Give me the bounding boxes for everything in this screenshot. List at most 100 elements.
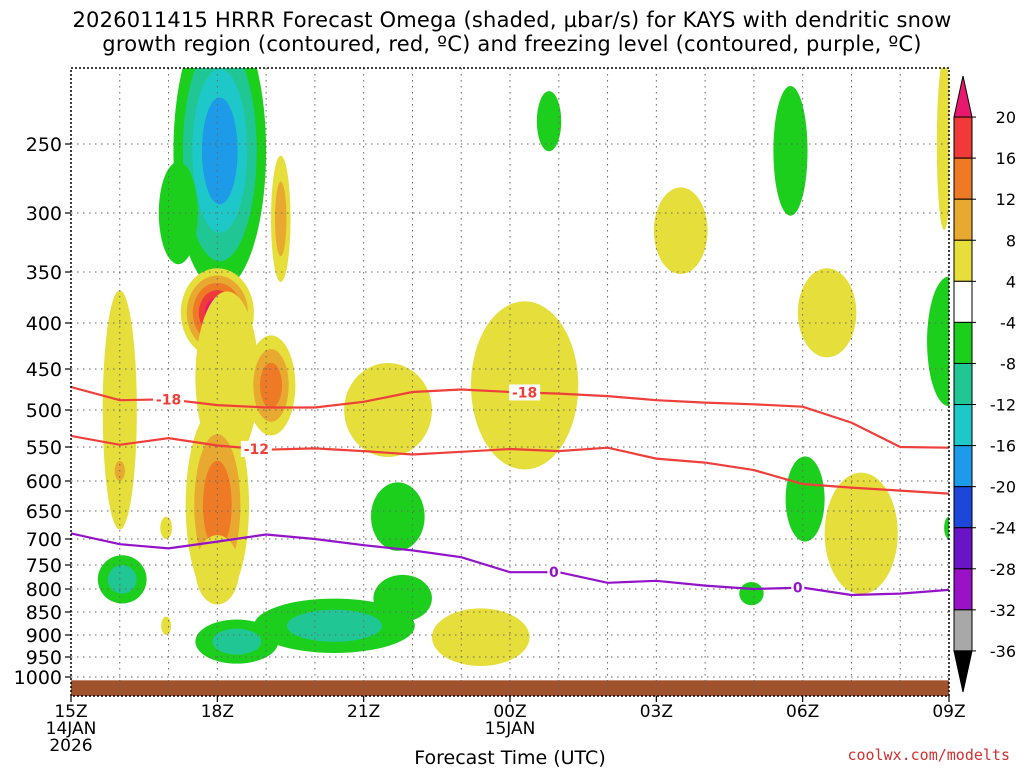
y-tick-label-950: 950	[26, 647, 62, 669]
contour-label-bg-2-0	[547, 564, 561, 581]
contour-label-2-1: 0	[793, 581, 803, 597]
y-tick-label-800: 800	[26, 579, 62, 601]
colorbar-segment-8	[953, 404, 973, 447]
omega-cell-19-level--12	[107, 565, 137, 594]
colorbar-label-9: -20	[990, 478, 1016, 497]
omega-cell-24-level--8	[536, 91, 562, 152]
colorbar-segment-12	[953, 568, 973, 611]
colorbar-label-1: 16	[996, 149, 1016, 168]
omega-cell-23-level--8	[370, 482, 425, 551]
x-tick-label-4-0: 03Z	[640, 702, 673, 722]
colorbar-segment-13	[953, 609, 973, 652]
x-tick-label-0-0: 15Z	[54, 702, 87, 722]
x-tick-label-6-0: 09Z	[932, 702, 965, 722]
omega-cell-14-level-4	[431, 608, 530, 666]
omega-cell-17-level-4	[824, 472, 898, 595]
omega-cell-11-level-4	[161, 616, 171, 635]
omega-cell-5-level-12	[259, 362, 283, 409]
omega-cell-27-level--8	[739, 581, 764, 606]
colorbar-label-8: -16	[990, 437, 1016, 456]
omega-cell-16-level-4	[797, 268, 857, 358]
y-tick-label-500: 500	[26, 400, 62, 422]
colorbar-segment-9	[953, 445, 973, 488]
ground-surface	[71, 680, 949, 696]
y-tick-label-300: 300	[26, 203, 62, 225]
ground-layer	[71, 680, 949, 696]
colorbar-segment-6	[953, 321, 973, 364]
colorbar-label-12: -32	[990, 601, 1016, 620]
colorbar-segment-1	[953, 116, 973, 159]
contour-label-bg-2-1	[791, 579, 805, 596]
y-tick-label-600: 600	[26, 471, 62, 493]
y-tick-label-850: 850	[26, 602, 62, 624]
omega-cell-25-level--8	[773, 85, 808, 216]
contour-label-0-0: -18	[156, 392, 181, 408]
contour-layer: -18 -18 -12 0 0	[71, 384, 949, 597]
y-tick-label-650: 650	[26, 501, 62, 523]
omega-cell-0-level--20	[201, 97, 238, 205]
y-tick-label-250: 250	[26, 134, 62, 156]
x-tick-label-1-0: 18Z	[201, 702, 234, 722]
colorbar-segment-10	[953, 486, 973, 529]
omega-cell-6-level-12	[202, 460, 232, 550]
colorbar-label-0: 20	[996, 108, 1016, 127]
colorbar-segment-5	[953, 280, 973, 323]
x-tick-label-0-1: 14JAN	[46, 719, 97, 739]
contour-label-bg-1-0	[240, 440, 272, 457]
x-tick-label-5-0: 06Z	[786, 702, 819, 722]
y-tick-label-900: 900	[26, 625, 62, 647]
chart-title-line-2: growth region (contoured, red, ºC) and f…	[102, 32, 922, 56]
y-tick-label-350: 350	[26, 262, 62, 284]
colorbar-label-10: -24	[990, 519, 1016, 538]
omega-cell-10-level-4	[160, 516, 172, 539]
axes-layer: 2503003504004505005506006507007508008509…	[14, 67, 966, 756]
x-tick-label-3-0: 00Z	[493, 702, 526, 722]
omega-cell-7-level-4	[195, 535, 240, 605]
colorbar-segment-2	[953, 157, 973, 200]
omega-cell-21-level--12	[286, 609, 382, 642]
x-axis-label: Forecast Time (UTC)	[414, 747, 605, 768]
contour-label-bg-0-1	[509, 384, 541, 401]
colorbar-label-7: -12	[990, 396, 1016, 415]
y-tick-label-450: 450	[26, 359, 62, 381]
colorbar-segment-3	[953, 198, 973, 241]
chart-title-line-1: 2026011415 HRRR Forecast Omega (shaded, …	[72, 8, 952, 32]
omega-cell-12-level-4	[344, 363, 432, 457]
omega-cell-29-level--8	[944, 516, 949, 539]
y-tick-label-1000: 1000	[14, 667, 62, 689]
colorbar-label-5: -4	[1000, 313, 1016, 332]
contour-label-bg-0-0	[153, 391, 185, 408]
y-tick-label-400: 400	[26, 313, 62, 335]
x-tick-label-2-0: 21Z	[347, 702, 380, 722]
omega-cell-26-level--8	[785, 456, 825, 542]
colorbar: 20 16 12 8 4 -4 -8 -12 -16 -20 -24 -28 -32 -36	[953, 75, 1016, 693]
y-tick-label-750: 750	[26, 555, 62, 577]
contour-label-2-0: 0	[549, 565, 559, 581]
colorbar-label-6: -8	[1000, 354, 1016, 373]
omega-cell-20-level--12	[212, 628, 262, 655]
colorbar-segment-7	[953, 362, 973, 406]
omega-cell-1-level--8	[158, 161, 198, 265]
contour-label-0-1: -18	[512, 385, 537, 401]
contour-line-1	[71, 434, 949, 495]
colorbar-label-3: 8	[1006, 231, 1016, 250]
omega-cell-28-level--8	[927, 276, 949, 407]
omega-cell-18-level-4	[936, 68, 949, 230]
y-tick-label-700: 700	[26, 529, 62, 551]
colorbar-label-13: -36	[990, 642, 1016, 661]
x-tick-label-0-2: 2026	[49, 736, 92, 756]
colorbar-segment-4	[953, 239, 973, 282]
colorbar-segment-0	[953, 75, 973, 118]
omega-cell-22-level--8	[373, 574, 432, 622]
colorbar-segment-14	[953, 650, 973, 693]
colorbar-label-11: -28	[990, 560, 1016, 579]
colorbar-label-4: 4	[1006, 272, 1016, 291]
y-tick-label-550: 550	[26, 437, 62, 459]
colorbar-label-2: 12	[996, 190, 1016, 209]
site-credit: coolwx.com/modelts	[847, 746, 1010, 764]
omega-shading-layer	[97, 68, 949, 666]
contour-label-1-0: -12	[244, 442, 269, 458]
colorbar-segment-11	[953, 527, 973, 570]
x-tick-label-3-1: 15JAN	[485, 719, 536, 739]
